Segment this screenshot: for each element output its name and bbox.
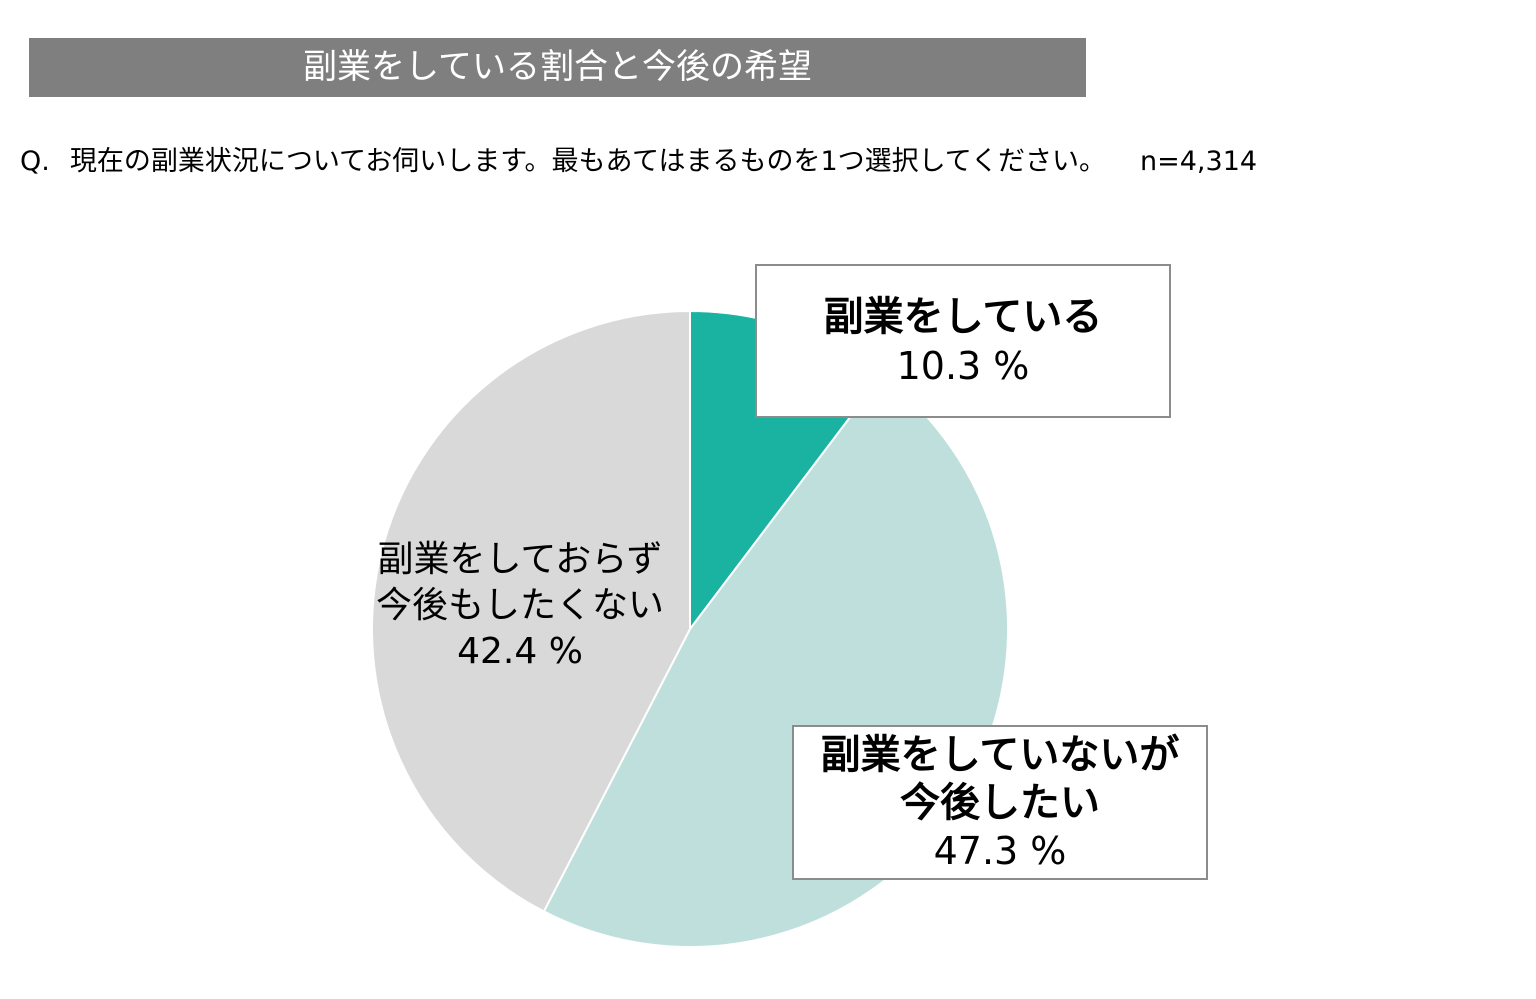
sample-size: n=4,314 bbox=[1140, 146, 1258, 177]
slice-label-not-want: 副業をしておらず 今後もしたくない 42.4 % bbox=[370, 537, 670, 675]
slice-label-notwant-line1: 副業をしておらず bbox=[377, 539, 663, 580]
slice-label-want-line2: 今後したい bbox=[900, 779, 1100, 826]
question-prefix: Q. bbox=[20, 146, 50, 177]
slice-label-want-line1: 副業をしていないが bbox=[820, 731, 1180, 778]
question-text: 現在の副業状況についてお伺いします。最もあてはまるものを1つ選択してください。 bbox=[69, 146, 1107, 177]
slice-label-notwant-line2: 今後もしたくない bbox=[375, 585, 664, 626]
chart-title: 副業をしている割合と今後の希望 bbox=[29, 38, 1086, 97]
pie-slice-not-want bbox=[371, 309, 691, 913]
slice-value-notwant: 42.4 % bbox=[457, 631, 583, 672]
callout-want-side-job: 副業をしていないが 今後したい 47.3 % bbox=[792, 725, 1208, 880]
question-line: Q. 現在の副業状況についてお伺いします。最もあてはまるものを1つ選択してください… bbox=[20, 142, 1257, 182]
slice-value-doing: 10.3 % bbox=[896, 344, 1030, 388]
callout-doing-side-job: 副業をしている 10.3 % bbox=[755, 264, 1171, 418]
slice-value-want: 47.3 % bbox=[933, 828, 1067, 873]
slice-label-doing: 副業をしている bbox=[823, 294, 1103, 340]
